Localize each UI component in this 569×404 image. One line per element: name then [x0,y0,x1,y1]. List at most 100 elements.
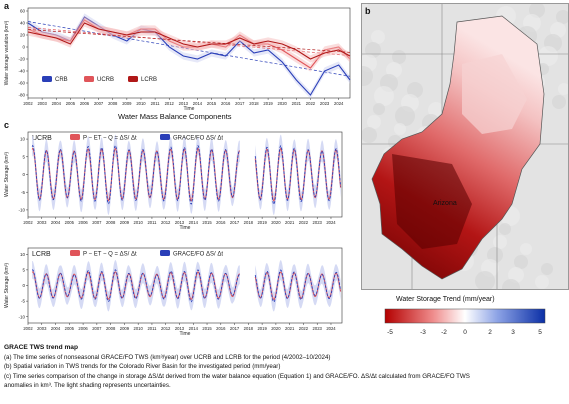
state-label: Arizona [433,200,457,207]
y-tick-label: -60 [18,81,25,86]
panel-a-letter: a [4,1,10,11]
y-tick-label: 0 [22,45,25,50]
x-tick-label: 2004 [52,101,62,106]
terrain-shade [373,103,385,115]
legend-swatch-pet [70,134,80,140]
y-tick-label: -5 [21,299,25,304]
terrain-shade [374,86,394,106]
x-tick-label: 2022 [299,326,309,331]
x-tick-label: 2024 [326,220,336,225]
x-tick-label: 2018 [244,326,254,331]
terrain-shade [428,102,444,118]
grace-series-line [254,269,342,303]
y-tick-label: 40 [20,21,26,26]
x-tick-label: 2016 [221,101,231,106]
terrain-shade [541,263,553,275]
legend-swatch-pet [70,250,80,256]
legend-label-crb: CRB [55,77,68,83]
x-tick-label: 2010 [134,326,144,331]
terrain-shade [558,83,569,95]
legend-swatch-grace [160,250,170,256]
x-tick-label: 2018 [244,220,254,225]
x-axis-label: Time [180,225,191,231]
colorbar-ramp [384,308,546,324]
y-tick-label: 5 [22,154,25,159]
x-tick-label: 2020 [278,101,288,106]
x-tick-label: 2014 [193,101,203,106]
panel-subtitle: Water Mass Balance Components [118,112,232,121]
colorbar-tick-label: 0 [463,329,467,336]
series-line-ucrb [27,19,351,69]
x-tick-label: 2013 [175,326,185,331]
y-tick-label: 5 [22,267,25,272]
grace-series-line [31,144,241,205]
x-tick-label: 2013 [175,220,185,225]
x-tick-label: 2008 [108,101,118,106]
x-tick-label: 2010 [134,220,144,225]
x-tick-label: 2015 [202,326,212,331]
caption-title: GRACE TWS trend map [4,344,78,351]
colorbar-tick-label: -3 [420,329,426,336]
uncertainty-band-ucrb [28,16,350,72]
terrain-shade [371,30,385,44]
x-tick-label: 2021 [285,326,295,331]
trend-line-ucrb [27,27,351,56]
terrain-shade [392,50,406,64]
uncertainty-band-lcrb [28,19,350,63]
x-tick-label: 2019 [257,220,267,225]
x-tick-label: 2019 [263,101,273,106]
series-line-lcrb [27,22,351,60]
panel-a-chart: 60 40 20 0 -20 -40 -60 -80 2002 2003 2004 2005 2006 2… [4,7,351,112]
legend-label-lcrb: LCRB [141,77,157,83]
legend-label-pet: P − ET − Q = ΔS/ Δt [83,252,137,258]
y-tick-label: 0 [22,283,25,288]
x-tick-label: 2011 [147,220,157,225]
colorbar-tick-label: -2 [441,329,447,336]
x-tick-label: 2003 [37,220,47,225]
terrain-shade [487,247,503,263]
x-tick-label: 2005 [66,101,76,106]
y-tick-label: -80 [18,93,25,98]
trend-map [353,0,569,297]
x-tick-label: 2006 [78,220,88,225]
uncertainty-band [32,260,240,312]
x-tick-label: 2007 [92,326,102,331]
x-tick-label: 2002 [23,326,33,331]
legend-swatch-crb [42,76,52,82]
lower-basin-dark-region [392,154,472,249]
x-tick-label: 2024 [334,101,344,106]
x-tick-label: 2006 [80,101,90,106]
x-tick-label: 2012 [161,326,171,331]
map-panel [353,0,569,297]
terrain-shade [520,243,532,255]
terrain-shade [499,223,511,235]
terrain-shade [550,22,566,38]
x-tick-label: 2005 [65,326,75,331]
x-tick-label: 2009 [120,220,130,225]
plot-frame [27,247,343,324]
x-tick-label: 2019 [257,326,267,331]
y-tick-label: 0 [22,172,25,177]
legend-swatch-ucrb [84,76,94,82]
trend-line-crb [27,21,351,77]
terrain-shade [514,255,528,269]
x-tick-label: 2024 [326,326,336,331]
terrain-shade [552,95,566,109]
terrain-shade [407,82,423,98]
x-tick-label: 2022 [306,101,316,106]
x-tick-label: 2020 [271,326,281,331]
upper-basin-light-region [462,54,527,134]
x-tick-label: 2023 [313,220,323,225]
legend-swatch-grace [160,134,170,140]
y-tick-label: -20 [18,57,25,62]
x-tick-label: 2020 [271,220,281,225]
colorbar-tick-label: 3 [511,329,515,336]
y-axis-label: Water Storage (km³) [4,263,10,308]
panel-c-letter: c [4,120,10,130]
terrain-shade [535,275,549,289]
terrain-shade [493,235,507,249]
x-tick-label: 2016 [216,326,226,331]
x-tick-label: 2008 [106,326,116,331]
x-tick-label: 2023 [313,326,323,331]
caption-line-c: (c) Time series comparison of the change… [4,372,470,380]
